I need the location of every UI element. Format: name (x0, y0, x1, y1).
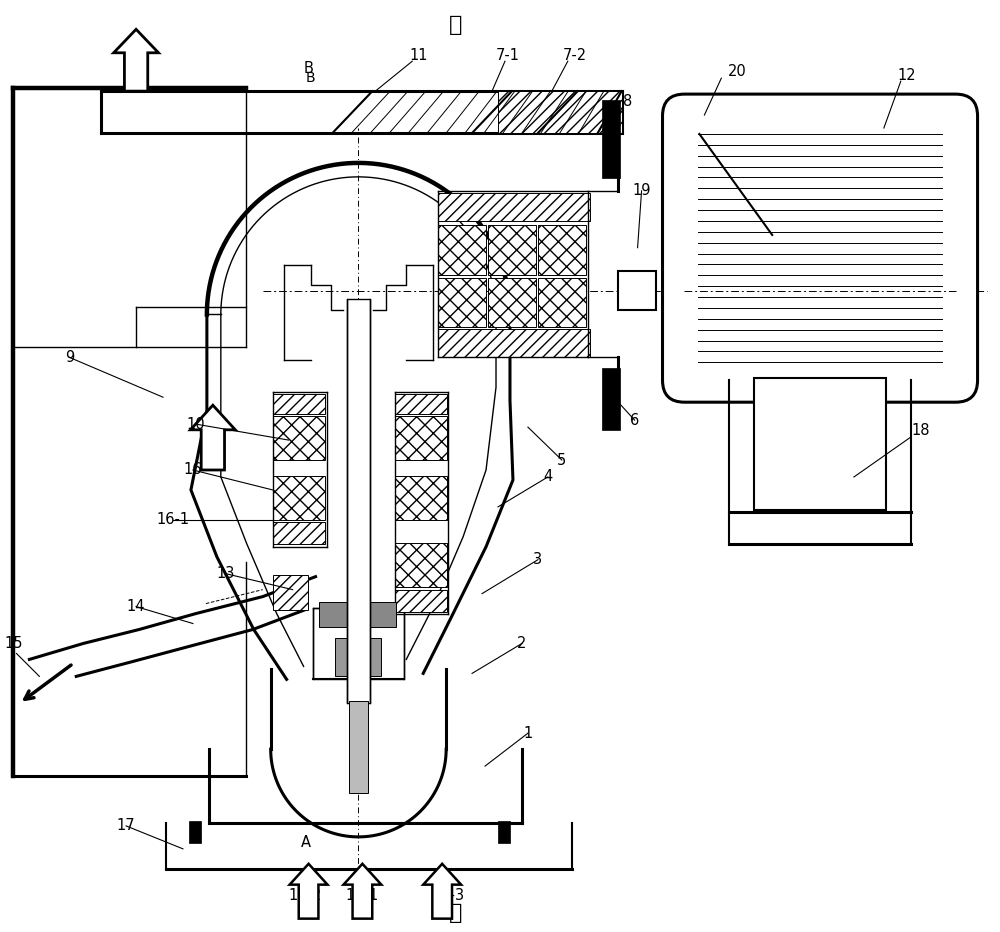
Text: 7-1: 7-1 (496, 48, 520, 62)
Text: B: B (306, 71, 315, 85)
Polygon shape (423, 864, 461, 919)
Bar (313, 608, 404, 679)
Bar (358, 601, 396, 626)
Bar (395, 542, 447, 586)
Bar (273, 522, 325, 543)
Bar (438, 278, 486, 327)
Text: 9: 9 (65, 350, 74, 364)
Text: 17-3: 17-3 (432, 888, 465, 903)
Text: 6: 6 (630, 413, 639, 428)
FancyBboxPatch shape (663, 94, 978, 403)
Text: A: A (301, 835, 311, 850)
Text: 12: 12 (897, 68, 916, 83)
Bar (488, 225, 536, 275)
Bar (189, 821, 201, 843)
Polygon shape (114, 29, 159, 91)
Text: 16-1: 16-1 (156, 513, 190, 528)
Text: 14: 14 (127, 599, 145, 614)
Text: 18: 18 (911, 422, 930, 438)
Text: 17-2: 17-2 (289, 888, 322, 903)
Bar (319, 601, 356, 626)
Text: 16: 16 (184, 462, 202, 477)
Bar (488, 278, 536, 327)
Text: 19: 19 (632, 184, 651, 199)
Text: 17: 17 (117, 818, 135, 833)
Bar (438, 193, 590, 221)
Bar (602, 100, 620, 178)
Text: 13: 13 (217, 566, 235, 582)
Bar (602, 368, 620, 430)
Text: 上: 上 (448, 15, 462, 35)
Text: 10: 10 (187, 417, 205, 432)
Text: 17-1: 17-1 (346, 888, 379, 903)
Bar (438, 225, 486, 275)
Bar (538, 278, 586, 327)
Text: 7-2: 7-2 (563, 48, 587, 62)
Bar (347, 299, 370, 704)
Bar (273, 575, 308, 610)
Polygon shape (343, 864, 381, 919)
Bar (395, 590, 447, 611)
Text: 3: 3 (533, 553, 542, 568)
Text: 8: 8 (623, 93, 632, 109)
Text: 4: 4 (543, 470, 552, 485)
Polygon shape (190, 405, 235, 470)
Bar (335, 638, 381, 677)
Bar (438, 329, 590, 357)
Bar (538, 225, 586, 275)
Bar (273, 476, 325, 520)
Bar (395, 417, 447, 460)
Text: 11: 11 (409, 48, 427, 62)
Text: 20: 20 (728, 63, 747, 78)
Text: B: B (304, 61, 314, 75)
Polygon shape (290, 864, 328, 919)
Bar (618, 270, 656, 310)
Text: 15: 15 (4, 636, 23, 651)
Bar (395, 394, 447, 414)
Bar (754, 378, 886, 510)
Bar (349, 701, 368, 793)
Text: 1: 1 (523, 726, 533, 741)
Bar (498, 821, 510, 843)
Bar (395, 476, 447, 520)
Bar (498, 91, 622, 133)
Text: 2: 2 (517, 636, 527, 651)
Text: 5: 5 (557, 453, 566, 468)
Bar (273, 394, 325, 414)
Bar (273, 417, 325, 460)
Text: 下: 下 (448, 903, 462, 923)
